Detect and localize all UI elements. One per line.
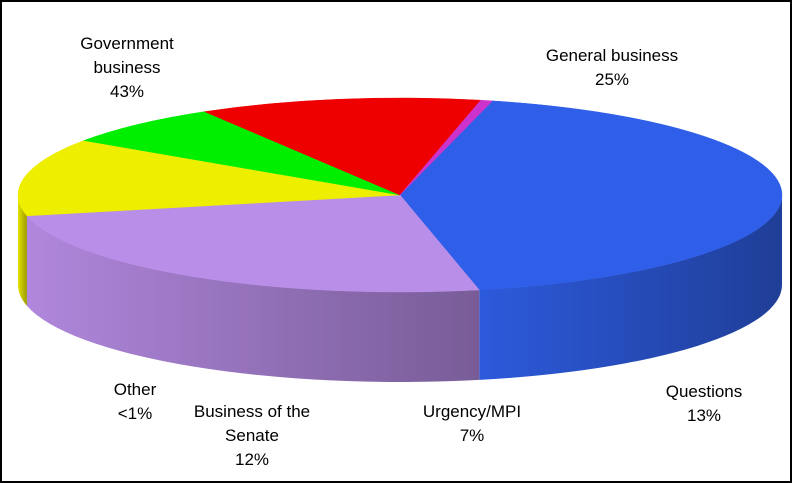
value-label: 13%	[686, 406, 722, 425]
category-label: Business of the Senate	[193, 402, 311, 445]
category-label: Urgency/MPI	[422, 402, 522, 421]
slice	[399, 100, 783, 291]
value-label: 7%	[459, 426, 485, 445]
value-label: <1%	[117, 404, 153, 423]
value-label: 25%	[594, 70, 630, 89]
slice-label: Business of the Senate 12%	[177, 400, 327, 472]
slice	[82, 111, 401, 196]
category-label: Questions	[665, 382, 743, 401]
slice-side	[18, 195, 27, 306]
slice-side	[479, 195, 783, 380]
value-label: 43%	[109, 82, 145, 101]
category-label: Government business	[80, 34, 174, 77]
slice-label: General business 25%	[502, 44, 722, 92]
slice	[203, 97, 482, 196]
category-label: General business	[545, 46, 679, 65]
category-label: Other	[113, 380, 157, 399]
slice	[399, 99, 493, 196]
slice	[26, 194, 480, 293]
slice-side	[26, 215, 480, 382]
slice-label: Other <1%	[95, 378, 175, 426]
slice-label: Urgency/MPI 7%	[402, 400, 542, 448]
value-label: 12%	[234, 450, 270, 469]
slice-label: Questions 13%	[644, 380, 764, 428]
slice	[17, 140, 401, 217]
slice-label: Government business 43%	[67, 32, 187, 104]
